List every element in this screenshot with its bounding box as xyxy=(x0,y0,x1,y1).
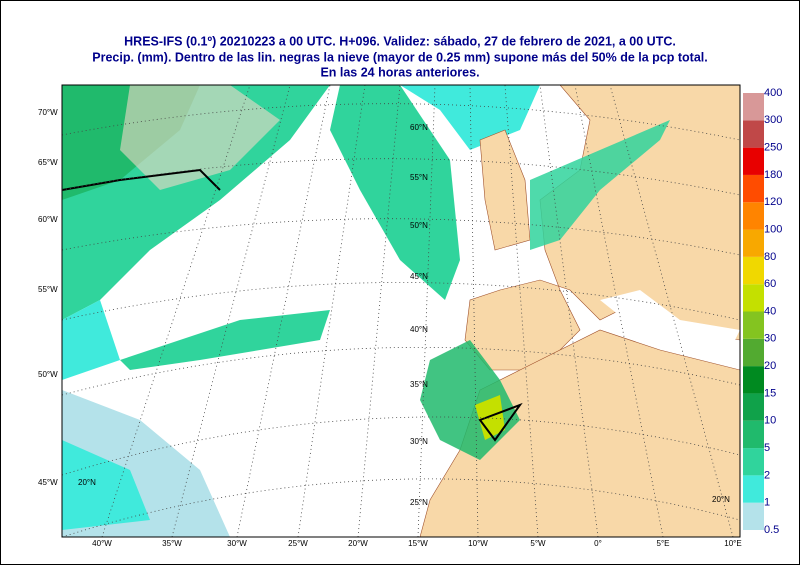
legend-swatch xyxy=(743,93,764,121)
lon-label: 5°W xyxy=(530,539,546,548)
legend-swatch xyxy=(743,366,764,394)
graticule xyxy=(62,85,740,537)
legend-label: 20 xyxy=(764,360,776,372)
legend-label: 5 xyxy=(764,442,770,454)
legend-swatch xyxy=(743,229,764,257)
legend-swatch xyxy=(743,448,764,476)
sea xyxy=(600,290,740,350)
legend-label: 30 xyxy=(764,333,776,345)
lat-label: 25°N xyxy=(410,498,428,507)
precip-area xyxy=(475,395,505,440)
legend-swatch xyxy=(743,338,764,367)
lat-label: 35°N xyxy=(410,380,428,389)
legend-label: 40 xyxy=(764,305,776,317)
lon-label: 30°W xyxy=(227,539,247,548)
lon-label: 10°W xyxy=(468,539,488,548)
left-label: 60°W xyxy=(38,215,58,224)
precip-area xyxy=(120,310,330,370)
left-label: 65°W xyxy=(38,158,58,167)
precip-area xyxy=(330,85,460,300)
legend-label: 0.5 xyxy=(764,524,779,536)
legend-label: 400 xyxy=(764,87,782,99)
title-line: HRES-IFS (0.1º) 20210223 a 00 UTC. H+096… xyxy=(124,34,676,48)
snow-line xyxy=(62,168,523,442)
lon-label: 15°W xyxy=(408,539,428,548)
lat-label: 20°N xyxy=(712,495,730,504)
lon-label: 20°W xyxy=(348,539,368,548)
legend-label: 100 xyxy=(764,223,782,235)
title-line: En las 24 horas anteriores. xyxy=(320,65,479,79)
map-border xyxy=(61,84,741,538)
greenland xyxy=(120,85,280,190)
lon-label: 10°E xyxy=(724,539,741,548)
lon-label: 25°W xyxy=(288,539,308,548)
legend-swatch xyxy=(743,311,764,339)
lat-label: 40°N xyxy=(410,325,428,334)
lat-label: 55°N xyxy=(410,173,428,182)
legend-swatch xyxy=(743,120,764,148)
legend-swatch xyxy=(743,393,764,421)
legend-swatch xyxy=(743,284,764,312)
lon-label: 0° xyxy=(594,539,602,548)
legend-swatch xyxy=(743,174,764,203)
legend-swatch xyxy=(743,475,764,503)
left-label: 70°W xyxy=(38,108,58,117)
legend-swatch xyxy=(743,202,764,230)
lat-label: 60°N xyxy=(410,123,428,132)
legend-swatch xyxy=(743,502,764,530)
lat-label: 45°N xyxy=(410,272,428,281)
left-label: 50°W xyxy=(38,370,58,379)
left-label: 45°W xyxy=(38,478,58,487)
precip-area xyxy=(62,300,120,380)
title-line: Precip. (mm). Dentro de las lin. negras … xyxy=(92,50,707,64)
legend-label: 250 xyxy=(764,142,782,154)
legend-label: 1 xyxy=(764,497,770,509)
legend-label: 60 xyxy=(764,278,776,290)
legend-swatch xyxy=(743,420,764,449)
lon-label: 35°W xyxy=(162,539,182,548)
legend-label: 300 xyxy=(764,114,782,126)
legend-label: 80 xyxy=(764,251,776,263)
lat-label: 50°N xyxy=(410,221,428,230)
lon-label: 5°E xyxy=(657,539,670,548)
lon-label: 40°W xyxy=(92,539,112,548)
legend-label: 15 xyxy=(764,387,776,399)
left-label: 55°W xyxy=(38,285,58,294)
lat-label: 20°N xyxy=(78,478,96,487)
lat-label: 30°N xyxy=(410,437,428,446)
legend-label: 2 xyxy=(764,469,770,481)
precip-area xyxy=(530,120,670,250)
legend-label: 180 xyxy=(764,169,782,181)
legend-label: 120 xyxy=(764,196,782,208)
legend-label: 10 xyxy=(764,415,776,427)
legend-swatch xyxy=(743,147,764,175)
precip-area xyxy=(62,440,150,530)
legend-swatch xyxy=(743,256,764,285)
map xyxy=(61,84,741,538)
